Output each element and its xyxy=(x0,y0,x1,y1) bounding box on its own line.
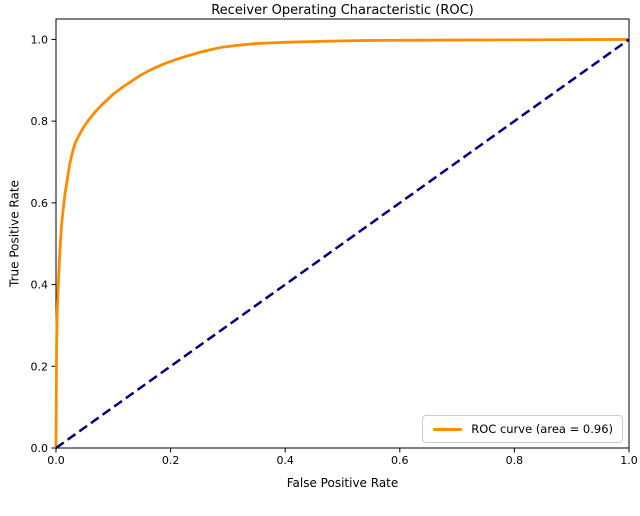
y-tick-label: 0.2 xyxy=(31,360,49,373)
axes-frame xyxy=(55,18,630,449)
legend: ROC curve (area = 0.96) xyxy=(422,415,623,443)
x-tick-label: 1.0 xyxy=(620,454,638,467)
x-axis-label: False Positive Rate xyxy=(286,476,399,490)
chart-title: Receiver Operating Characteristic (ROC) xyxy=(211,3,474,18)
y-tick-label: 0.4 xyxy=(31,279,49,292)
y-tick-label: 0.0 xyxy=(31,442,49,455)
legend-label: ROC curve (area = 0.96) xyxy=(471,422,613,436)
x-tick-label: 0.6 xyxy=(391,454,409,467)
x-tick-label: 0.0 xyxy=(47,454,65,467)
roc-curve-line xyxy=(54,38,630,449)
chance-diagonal-line xyxy=(55,38,630,450)
y-tick-label: 0.8 xyxy=(31,115,49,128)
x-tick-label: 0.8 xyxy=(506,454,524,467)
y-tick-label: 1.0 xyxy=(31,33,49,46)
x-tick-label: 0.4 xyxy=(276,454,294,467)
roc-curve-swatch xyxy=(433,427,463,431)
y-tick-label: 0.6 xyxy=(31,197,49,210)
x-tick-label: 0.2 xyxy=(162,454,180,467)
